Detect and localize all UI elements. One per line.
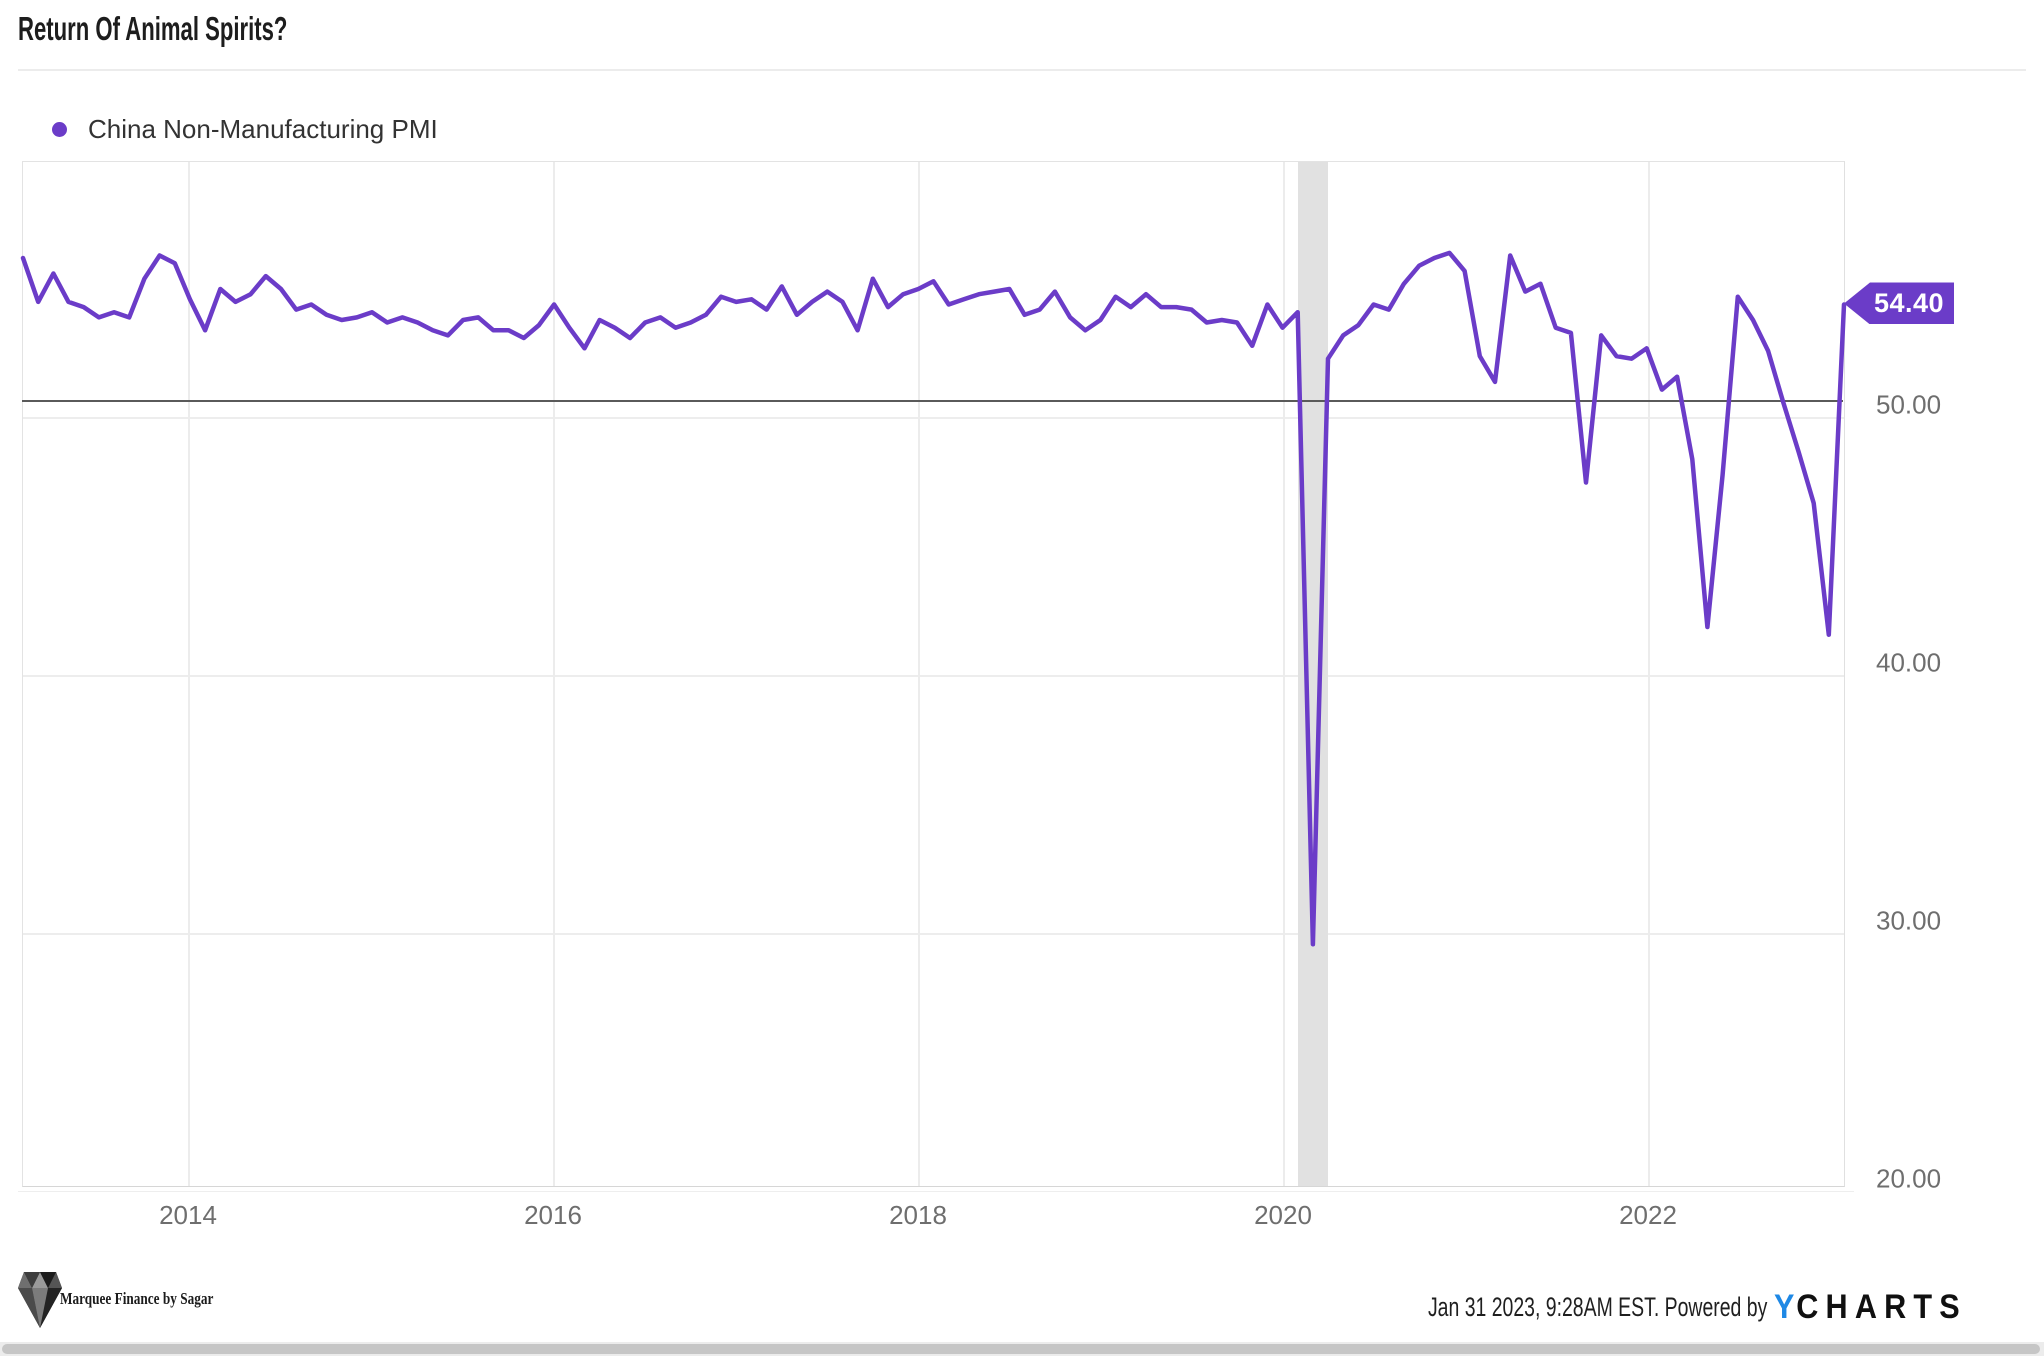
x-axis-tick-label: 2022 <box>1619 1200 1677 1230</box>
gridline-horizontal <box>23 417 1844 419</box>
legend-series-marker-icon <box>52 122 67 137</box>
recession-band <box>1297 162 1329 1186</box>
x-axis-tick-label: 2020 <box>1254 1200 1312 1230</box>
x-axis-tick-label: 2014 <box>159 1200 217 1230</box>
y-axis-tick-label: 20.00 <box>1876 1163 1942 1194</box>
last-value-label: 54.40 <box>1873 287 1945 318</box>
horizontal-scrollbar-track[interactable] <box>0 1342 2044 1356</box>
brand-footer: Marquee Finance by Sagar <box>16 1266 257 1332</box>
horizontal-scrollbar-thumb[interactable] <box>2 1344 2040 1354</box>
page-title: Return Of Animal Spirits? <box>18 10 288 47</box>
ycharts-logo-y: Y <box>1773 1288 1796 1326</box>
timestamp: Jan 31 2023, 9:28AM EST. Powered by <box>1428 1292 1768 1322</box>
gridline-vertical <box>1283 162 1285 1186</box>
ycharts-logo-charts: CHARTS <box>1795 1288 1967 1326</box>
gridline-horizontal <box>23 675 1844 677</box>
y-axis-tick-label: 40.00 <box>1876 647 1942 678</box>
y-axis-tick-label: 50.00 <box>1876 389 1942 420</box>
pmi-50-threshold-line <box>22 400 1843 402</box>
x-axis-tick-label: 2018 <box>889 1200 947 1230</box>
header-divider <box>18 69 2026 71</box>
gridline-vertical <box>188 162 190 1186</box>
gridline-vertical <box>918 162 920 1186</box>
legend-series-label: China Non-Manufacturing PMI <box>88 114 438 144</box>
diamond-logo-icon <box>18 1272 62 1328</box>
x-axis-tick-label: 2016 <box>524 1200 582 1230</box>
axis-baseline <box>18 1191 1854 1192</box>
gridline-vertical <box>553 162 555 1186</box>
pmi-line-series <box>20 250 1847 947</box>
y-axis-tick-label: 30.00 <box>1876 905 1942 936</box>
legend[interactable]: China Non-Manufacturing PMI <box>52 114 438 145</box>
ycharts-logo[interactable]: YCHARTS <box>1774 1288 1967 1327</box>
brand-name: Marquee Finance by Sagar <box>60 1289 214 1308</box>
attribution-footer: Jan 31 2023, 9:28AM EST. Powered by YCHA… <box>1296 1288 1988 1327</box>
gridline-vertical <box>1648 162 1650 1186</box>
gridline-horizontal <box>23 933 1844 935</box>
last-value-flag: 54.40 <box>1844 282 1954 325</box>
plot-area[interactable] <box>20 161 1847 1187</box>
